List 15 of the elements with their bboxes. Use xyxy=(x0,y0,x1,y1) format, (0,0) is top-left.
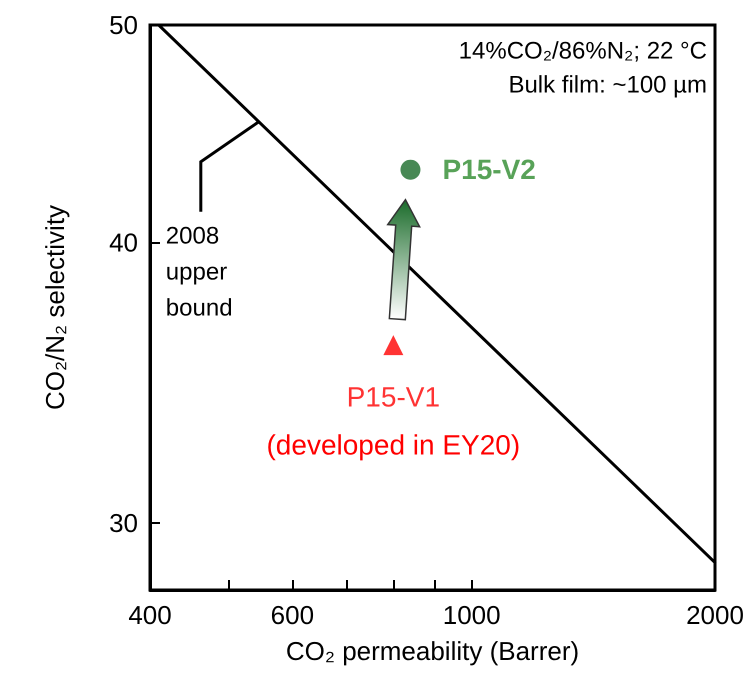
y-axis-title: CO₂/N₂ selectivity xyxy=(40,204,70,410)
series-label: P15-V1 xyxy=(346,382,440,413)
y-tick-label: 50 xyxy=(109,10,138,40)
x-tick-label: 600 xyxy=(270,600,314,630)
x-tick-label: 1000 xyxy=(442,600,501,630)
annotation: 14%CO₂/86%N₂; 22 °C xyxy=(458,38,707,64)
series-label: P15-V2 xyxy=(442,154,536,186)
x-axis-title: CO₂ permeability (Barrer) xyxy=(286,636,580,666)
annotation: (developed in EY20) xyxy=(266,430,520,461)
text: 2008 upper bound xyxy=(166,222,233,322)
annotation: Bulk film: ~100 µm xyxy=(508,72,707,98)
y-tick-label: 40 xyxy=(109,227,138,258)
y-tick-label: 30 xyxy=(109,508,138,538)
x-tick-label: 2000 xyxy=(686,600,744,630)
x-tick-label: 400 xyxy=(128,600,172,630)
